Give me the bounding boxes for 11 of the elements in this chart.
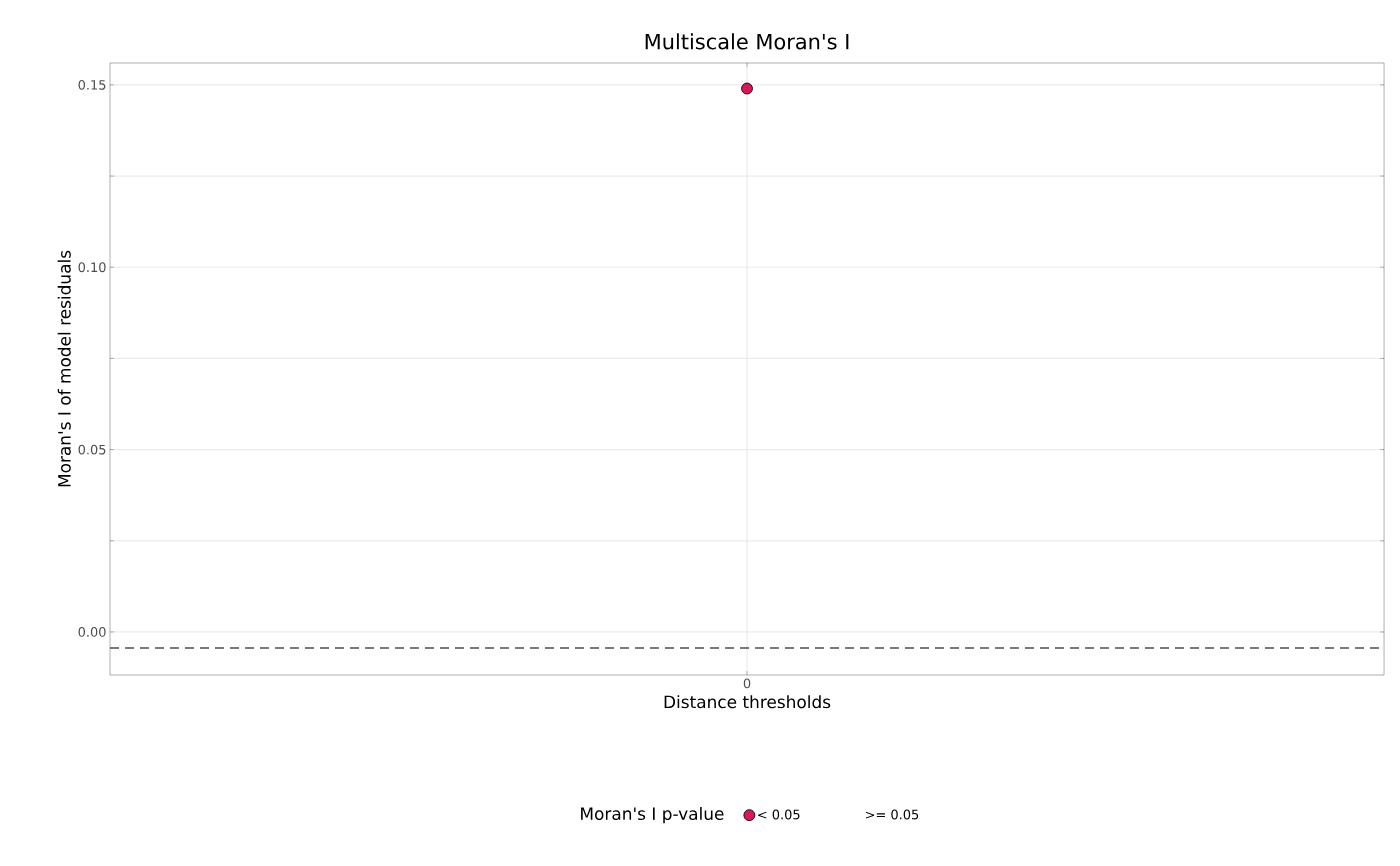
text: >= 0.05 (865, 809, 919, 820)
y-tick-label: 0.10 (78, 262, 106, 273)
x-tick-label: 0 (743, 678, 751, 689)
y-axis-title: Moran's I of model residuals (57, 250, 71, 487)
x-axis-title: Distance thresholds (664, 695, 831, 709)
y-tick-label: 0.00 (78, 627, 106, 637)
y-tick-label: 0.15 (78, 79, 106, 90)
legend-label: < 0.05 (758, 809, 800, 820)
chart-title: Multiscale Moran's I (645, 33, 849, 50)
y-tick-label: 0.05 (78, 444, 106, 455)
legend-title: Moran's I p-value (581, 806, 724, 824)
